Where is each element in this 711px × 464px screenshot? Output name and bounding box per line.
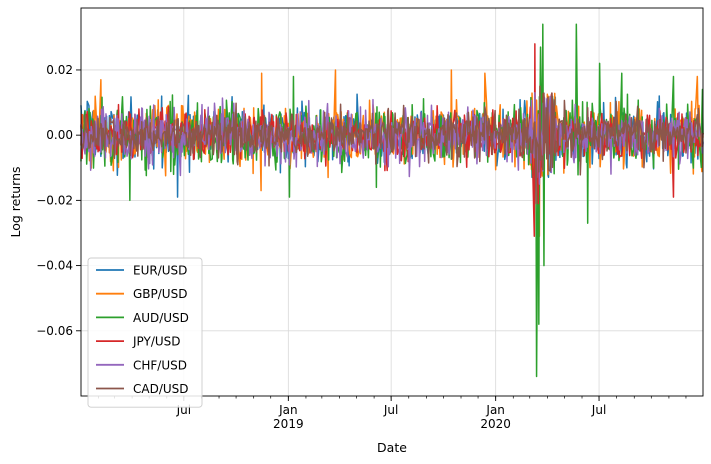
legend-label: EUR/USD	[133, 264, 187, 278]
y-tick-label: 0.02	[46, 63, 73, 77]
x-tick-label: Jan	[278, 403, 298, 417]
x-axis-label: Date	[377, 440, 407, 455]
legend-label: AUD/USD	[133, 311, 189, 325]
legend-label: CHF/USD	[133, 358, 187, 372]
legend-label: GBP/USD	[133, 287, 187, 301]
legend-box	[87, 257, 203, 408]
y-tick-label: 0.00	[46, 128, 73, 142]
series-layer	[80, 23, 704, 378]
x-tick-label: Jul	[383, 403, 398, 417]
legend-label: JPY/USD	[132, 335, 181, 349]
x-tick-year-label: 2019	[273, 417, 304, 431]
legend-label: CAD/USD	[133, 382, 189, 396]
x-tick-label: Jul	[591, 403, 606, 417]
legend: EUR/USD GBP/USD AUD/USD JPY/USD CHF/USD CAD/U…	[87, 257, 203, 408]
x-tick-label: Jan	[485, 403, 505, 417]
series-line-cad-usd	[80, 85, 704, 205]
y-axis-label: Log returns	[8, 166, 23, 237]
y-tick-label: −0.04	[36, 259, 73, 273]
y-tick-label: −0.02	[36, 193, 73, 207]
x-tick-year-label: 2020	[480, 417, 511, 431]
plot-frame	[80, 7, 704, 397]
y-tick-label: −0.06	[36, 324, 73, 338]
